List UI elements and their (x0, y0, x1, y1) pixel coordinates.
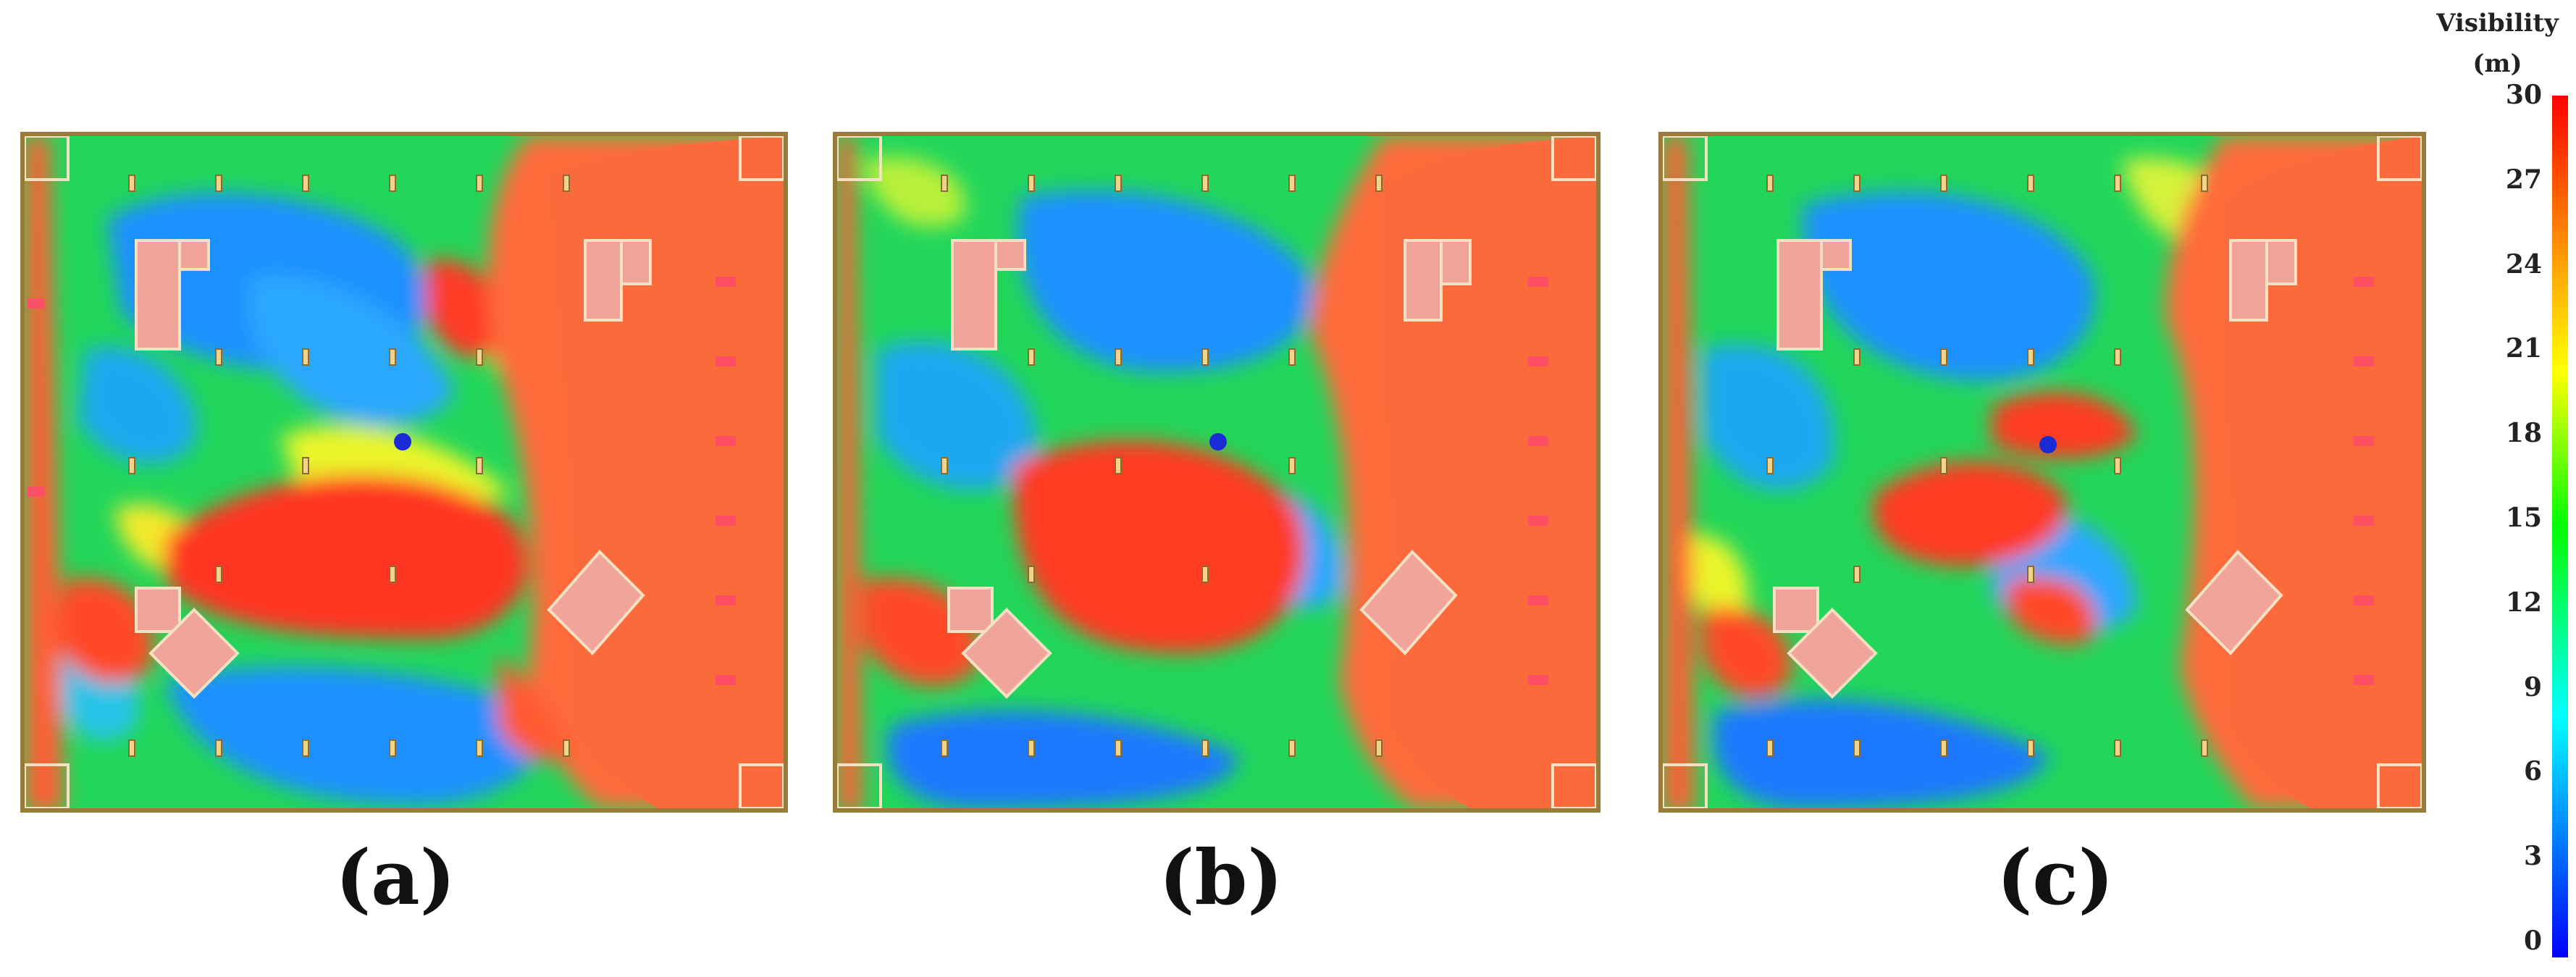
colorbar-tick-label: 12 (2505, 587, 2542, 618)
colorbar-unit: (m) (2472, 49, 2522, 78)
colorbar-title: Visibility (2436, 9, 2559, 38)
colorbar-tick-label: 3 (2523, 841, 2542, 872)
panel-b-visibility-field (833, 132, 1600, 813)
colorbar-tick-label: 0 (2523, 926, 2542, 956)
colorbar-tick-label: 27 (2505, 164, 2542, 195)
colorbar-tick-label: 18 (2505, 418, 2542, 449)
colorbar-gradient (2552, 96, 2568, 957)
panel-b-label: (b) (1159, 833, 1283, 922)
panel-c-label: (c) (1997, 833, 2114, 922)
panel-b-map (833, 132, 1600, 813)
colorbar-tick-label: 15 (2505, 503, 2542, 533)
colorbar-tick-label: 6 (2523, 756, 2542, 787)
panel-a-visibility-field (20, 132, 788, 813)
panel-c-map (1658, 132, 2426, 813)
colorbar-tick-label: 9 (2523, 671, 2542, 703)
panel-a-label: (a) (335, 833, 456, 922)
panel-a-map (20, 132, 788, 813)
colorbar-tick-label: 21 (2505, 333, 2542, 364)
colorbar-tick-label: 24 (2505, 248, 2542, 280)
colorbar-tick-label: 30 (2505, 80, 2542, 110)
panel-c-visibility-field (1658, 132, 2426, 813)
